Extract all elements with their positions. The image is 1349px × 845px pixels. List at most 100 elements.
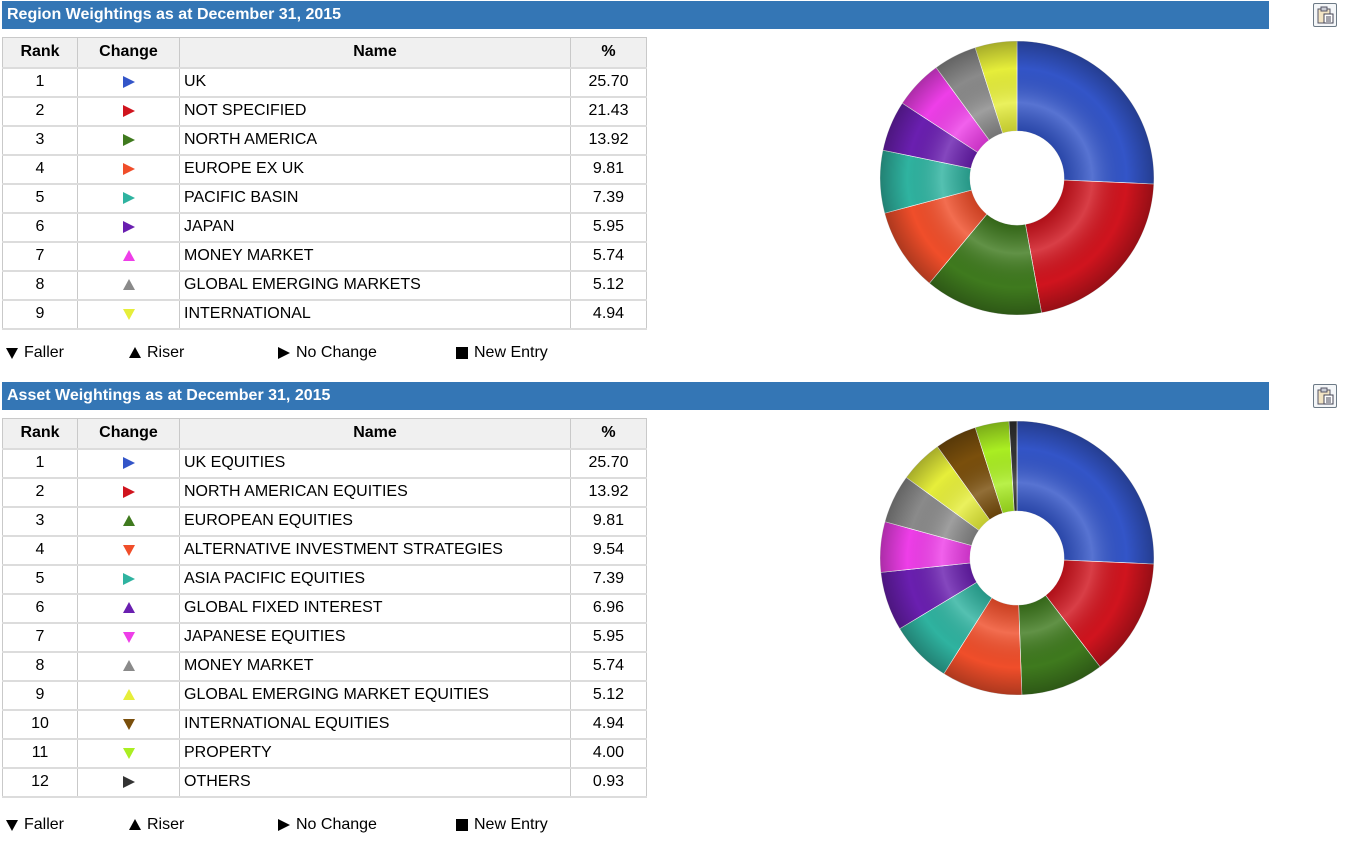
- pct-cell: 7.39: [570, 183, 647, 213]
- name-cell: EUROPEAN EQUITIES: [179, 506, 571, 536]
- region-copy-button[interactable]: [1313, 3, 1337, 27]
- change-cell: [77, 183, 180, 213]
- change-cell: [77, 506, 180, 536]
- rank-header[interactable]: Rank: [2, 418, 78, 449]
- triangle-right-icon: [122, 775, 135, 788]
- name-header[interactable]: Name: [179, 418, 571, 449]
- triangle-right-icon: [278, 819, 290, 831]
- triangle-up-icon: [122, 688, 135, 700]
- triangle-right-icon: [122, 133, 135, 146]
- rank-cell: 1: [2, 67, 78, 97]
- pct-cell: 9.81: [570, 154, 647, 184]
- table-row: 12 OTHERS 0.93: [2, 767, 647, 797]
- table-header-row: Rank Change Name %: [2, 418, 647, 449]
- table-row: 6 GLOBAL FIXED INTEREST 6.96: [2, 593, 647, 623]
- name-cell: ASIA PACIFIC EQUITIES: [179, 564, 571, 594]
- name-cell: JAPAN: [179, 212, 571, 242]
- triangle-right-icon: [122, 456, 135, 469]
- pct-header[interactable]: %: [570, 418, 647, 449]
- table-row: 4 EUROPE EX UK 9.81: [2, 154, 647, 184]
- clipboard-icon: [1317, 387, 1334, 405]
- change-cell: [77, 154, 180, 184]
- change-cell: [77, 738, 180, 768]
- asset-copy-button[interactable]: [1313, 384, 1337, 408]
- change-cell: [77, 448, 180, 478]
- region-header: Region Weightings as at December 31, 201…: [2, 1, 1269, 29]
- change-cell: [77, 270, 180, 300]
- change-cell: [77, 593, 180, 623]
- table-row: 3 EUROPEAN EQUITIES 9.81: [2, 506, 647, 536]
- table-row: 4 ALTERNATIVE INVESTMENT STRATEGIES 9.54: [2, 535, 647, 565]
- pct-cell: 13.92: [570, 477, 647, 507]
- legend-faller-label: Faller: [24, 344, 65, 361]
- rank-cell: 5: [2, 183, 78, 213]
- change-cell: [77, 564, 180, 594]
- table-row: 6 JAPAN 5.95: [2, 212, 647, 242]
- name-cell: INTERNATIONAL EQUITIES: [179, 709, 571, 739]
- table-row: 11 PROPERTY 4.00: [2, 738, 647, 768]
- name-cell: NORTH AMERICA: [179, 125, 571, 155]
- pct-cell: 13.92: [570, 125, 647, 155]
- legend-new-entry: New Entry: [456, 344, 548, 362]
- triangle-up-icon: [122, 249, 135, 261]
- triangle-down-icon: [6, 348, 18, 359]
- table-row: 9 INTERNATIONAL 4.94: [2, 299, 647, 329]
- name-cell: NORTH AMERICAN EQUITIES: [179, 477, 571, 507]
- change-cell: [77, 651, 180, 681]
- rank-cell: 2: [2, 96, 78, 126]
- rank-cell: 3: [2, 125, 78, 155]
- region-donut-chart: [879, 40, 1155, 316]
- rank-cell: 4: [2, 535, 78, 565]
- pct-cell: 5.95: [570, 212, 647, 242]
- triangle-up-icon: [122, 659, 135, 671]
- pct-cell: 4.94: [570, 709, 647, 739]
- rank-header[interactable]: Rank: [2, 37, 78, 68]
- table-row: 1 UK 25.70: [2, 67, 647, 97]
- pct-header[interactable]: %: [570, 37, 647, 68]
- legend-new-entry-label: New Entry: [474, 344, 548, 361]
- rank-cell: 6: [2, 212, 78, 242]
- asset-header: Asset Weightings as at December 31, 2015: [2, 382, 1269, 410]
- table-row: 10 INTERNATIONAL EQUITIES 4.94: [2, 709, 647, 739]
- table-header-row: Rank Change Name %: [2, 37, 647, 68]
- change-cell: [77, 622, 180, 652]
- table-row: 8 GLOBAL EMERGING MARKETS 5.12: [2, 270, 647, 300]
- triangle-down-icon: [122, 308, 135, 320]
- rank-cell: 4: [2, 154, 78, 184]
- square-icon: [456, 819, 468, 831]
- triangle-down-icon: [6, 820, 18, 831]
- rank-cell: 8: [2, 651, 78, 681]
- name-cell: GLOBAL FIXED INTEREST: [179, 593, 571, 623]
- triangle-up-icon: [122, 514, 135, 526]
- rank-cell: 1: [2, 448, 78, 478]
- legend-no-change: No Change: [278, 816, 377, 834]
- name-cell: OTHERS: [179, 767, 571, 797]
- square-icon: [456, 347, 468, 359]
- triangle-right-icon: [122, 572, 135, 585]
- pct-cell: 5.95: [570, 622, 647, 652]
- change-cell: [77, 680, 180, 710]
- name-cell: UK: [179, 67, 571, 97]
- table-row: 2 NORTH AMERICAN EQUITIES 13.92: [2, 477, 647, 507]
- name-cell: JAPANESE EQUITIES: [179, 622, 571, 652]
- table-row: 8 MONEY MARKET 5.74: [2, 651, 647, 681]
- rank-cell: 7: [2, 622, 78, 652]
- pct-cell: 9.54: [570, 535, 647, 565]
- triangle-down-icon: [122, 631, 135, 643]
- region-table-body: 1 UK 25.70 2 NOT SPECIFIED 21.43 3 NORTH AMERIC…: [2, 67, 647, 329]
- triangle-right-icon: [122, 75, 135, 88]
- pct-cell: 21.43: [570, 96, 647, 126]
- legend-riser: Riser: [129, 344, 184, 362]
- change-header[interactable]: Change: [77, 37, 180, 68]
- triangle-right-icon: [122, 191, 135, 204]
- table-row: 1 UK EQUITIES 25.70: [2, 448, 647, 478]
- change-cell: [77, 535, 180, 565]
- name-header[interactable]: Name: [179, 37, 571, 68]
- triangle-right-icon: [278, 347, 290, 359]
- change-header[interactable]: Change: [77, 418, 180, 449]
- rank-cell: 12: [2, 767, 78, 797]
- pct-cell: 7.39: [570, 564, 647, 594]
- triangle-right-icon: [122, 104, 135, 117]
- pct-cell: 4.94: [570, 299, 647, 329]
- region-legend: Faller Riser No Change New Entry: [6, 344, 646, 366]
